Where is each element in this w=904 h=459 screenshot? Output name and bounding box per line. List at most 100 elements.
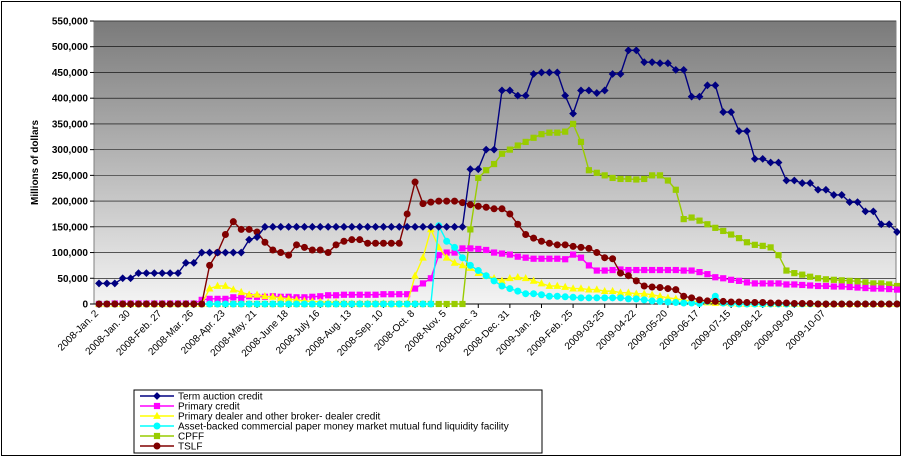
data-point (238, 294, 245, 301)
data-point (245, 300, 253, 308)
data-point (229, 248, 238, 257)
data-point (490, 205, 498, 213)
data-point (356, 291, 363, 298)
data-point (221, 281, 230, 289)
data-point (253, 233, 261, 242)
data-point (696, 296, 704, 304)
data-point (261, 222, 269, 231)
data-point (656, 59, 664, 68)
data-point (450, 222, 459, 231)
data-point (150, 300, 158, 308)
data-point (340, 300, 348, 308)
data-point (395, 300, 403, 308)
legend-label: Asset-backed commercial paper money mark… (178, 422, 509, 433)
data-point (403, 210, 411, 218)
data-point (364, 239, 372, 247)
data-point (324, 222, 333, 231)
data-point (293, 241, 301, 249)
data-point (379, 222, 388, 231)
data-point (696, 217, 703, 224)
data-point (506, 210, 514, 218)
data-point (197, 248, 206, 257)
data-point (798, 179, 807, 187)
data-point (640, 282, 648, 290)
data-point (649, 266, 656, 274)
legend-entry: Primary dealer and other broker- dealer … (140, 412, 381, 423)
data-point (332, 241, 340, 249)
data-point (554, 255, 561, 262)
data-point (814, 300, 822, 308)
legend-box (133, 389, 543, 454)
data-point (419, 200, 427, 208)
data-point (498, 150, 506, 157)
data-point (601, 172, 608, 179)
y-tick-label: 50,000 (57, 274, 88, 285)
data-point (490, 160, 498, 168)
data-point (348, 236, 356, 244)
data-point (814, 185, 822, 194)
data-point (348, 300, 356, 308)
data-point (569, 251, 577, 258)
data-point (877, 220, 886, 229)
data-point (522, 138, 529, 146)
data-point (506, 285, 514, 293)
data-point (877, 300, 885, 308)
data-point (411, 271, 419, 279)
data-point (893, 286, 900, 293)
data-point (799, 281, 806, 289)
data-point (268, 222, 277, 231)
data-point (316, 222, 325, 231)
data-point (672, 298, 680, 306)
series-group (95, 46, 900, 308)
data-point (395, 222, 404, 231)
data-point (387, 300, 395, 308)
legend-entry: CPFF (140, 432, 204, 443)
data-point (759, 242, 766, 249)
data-point (435, 197, 443, 205)
data-point (474, 202, 482, 210)
data-point (206, 300, 214, 308)
data-point (229, 218, 237, 226)
data-point (142, 300, 150, 308)
data-point (364, 291, 371, 298)
data-point (680, 299, 688, 307)
y-tick-label: 350,000 (52, 119, 89, 130)
legend-label: Primary credit (178, 402, 240, 413)
data-point (372, 300, 380, 308)
data-point (324, 249, 332, 257)
data-point (411, 222, 419, 231)
data-point (190, 300, 198, 308)
data-point (514, 287, 522, 295)
data-point (703, 297, 711, 305)
data-point (308, 222, 317, 231)
data-point (782, 176, 791, 185)
data-point (166, 269, 175, 278)
data-point (411, 178, 419, 186)
data-point (569, 109, 577, 118)
data-point (553, 281, 562, 289)
data-point (664, 177, 672, 184)
data-point (664, 298, 672, 306)
data-point (388, 291, 395, 298)
data-point (758, 154, 767, 163)
data-point (712, 274, 719, 281)
data-point (807, 282, 814, 289)
data-point (600, 286, 609, 295)
data-point (854, 300, 862, 308)
data-point (703, 81, 712, 90)
data-point (593, 169, 600, 176)
data-point (719, 108, 728, 116)
data-point (663, 59, 672, 68)
data-point (679, 65, 688, 74)
data-point (640, 289, 649, 297)
data-point (783, 281, 790, 288)
data-point (861, 207, 870, 216)
data-point (483, 246, 490, 254)
data-point (775, 280, 782, 287)
data-point (830, 276, 837, 283)
data-point (102, 279, 111, 288)
data-point (893, 300, 900, 308)
data-point (624, 46, 633, 55)
data-point (522, 290, 530, 298)
